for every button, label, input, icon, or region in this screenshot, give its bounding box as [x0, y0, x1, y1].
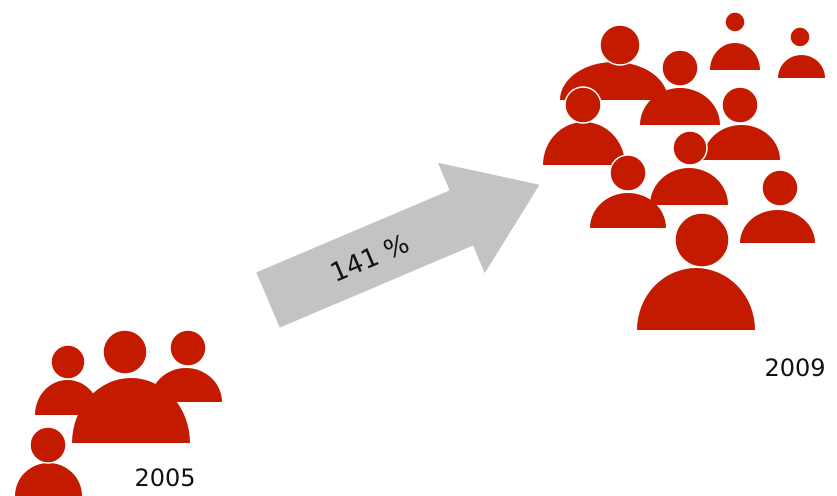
person-head	[672, 130, 708, 166]
person-body	[710, 43, 760, 70]
person-body	[15, 463, 82, 496]
person-body	[740, 210, 815, 243]
start-year-label: 2005	[134, 464, 195, 492]
person-head	[761, 169, 799, 207]
person-head	[609, 154, 647, 192]
person-head	[102, 329, 148, 375]
person-head	[599, 24, 641, 66]
person-head	[674, 212, 730, 268]
person-body	[72, 378, 190, 443]
arrow-shape	[256, 162, 540, 328]
person-body	[590, 193, 666, 228]
end-year-label: 2009	[764, 354, 825, 382]
person-head	[50, 344, 86, 380]
people-group	[15, 11, 825, 496]
person-head	[661, 49, 699, 87]
person-body	[640, 88, 720, 125]
person-head	[724, 11, 746, 33]
person-body	[650, 168, 728, 205]
person-head	[721, 86, 759, 124]
person-body	[778, 55, 825, 78]
growth-arrow: 141 %	[256, 162, 540, 328]
person-head	[29, 426, 67, 464]
person-body	[637, 268, 755, 330]
person-head	[169, 329, 207, 367]
person-body	[703, 125, 780, 160]
person-body	[543, 122, 625, 165]
person-head	[789, 26, 811, 48]
person-head	[564, 86, 602, 124]
